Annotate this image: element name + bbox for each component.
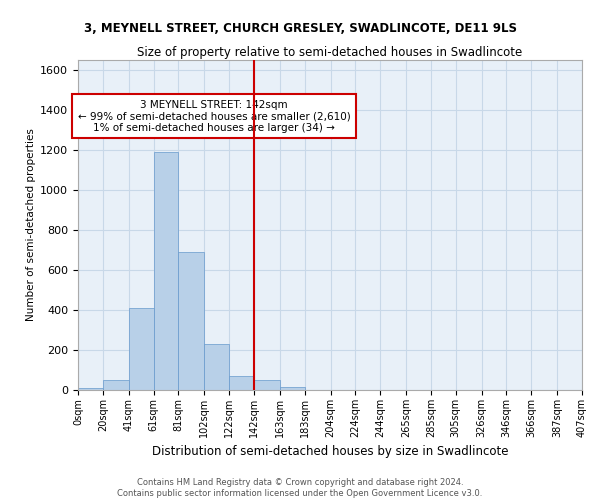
- Y-axis label: Number of semi-detached properties: Number of semi-detached properties: [26, 128, 36, 322]
- Bar: [129, 308, 154, 390]
- Bar: [178, 252, 205, 390]
- Bar: [229, 376, 254, 390]
- X-axis label: Distribution of semi-detached houses by size in Swadlincote: Distribution of semi-detached houses by …: [152, 446, 508, 458]
- Bar: [103, 380, 129, 390]
- Bar: [280, 387, 305, 390]
- Text: 3 MEYNELL STREET: 142sqm
← 99% of semi-detached houses are smaller (2,610)
1% of: 3 MEYNELL STREET: 142sqm ← 99% of semi-d…: [78, 100, 350, 133]
- Text: 3, MEYNELL STREET, CHURCH GRESLEY, SWADLINCOTE, DE11 9LS: 3, MEYNELL STREET, CHURCH GRESLEY, SWADL…: [83, 22, 517, 35]
- Text: Contains HM Land Registry data © Crown copyright and database right 2024.
Contai: Contains HM Land Registry data © Crown c…: [118, 478, 482, 498]
- Bar: [254, 380, 280, 390]
- Bar: [78, 388, 103, 390]
- Title: Size of property relative to semi-detached houses in Swadlincote: Size of property relative to semi-detach…: [137, 46, 523, 59]
- Bar: [205, 344, 229, 390]
- Bar: [154, 152, 178, 390]
